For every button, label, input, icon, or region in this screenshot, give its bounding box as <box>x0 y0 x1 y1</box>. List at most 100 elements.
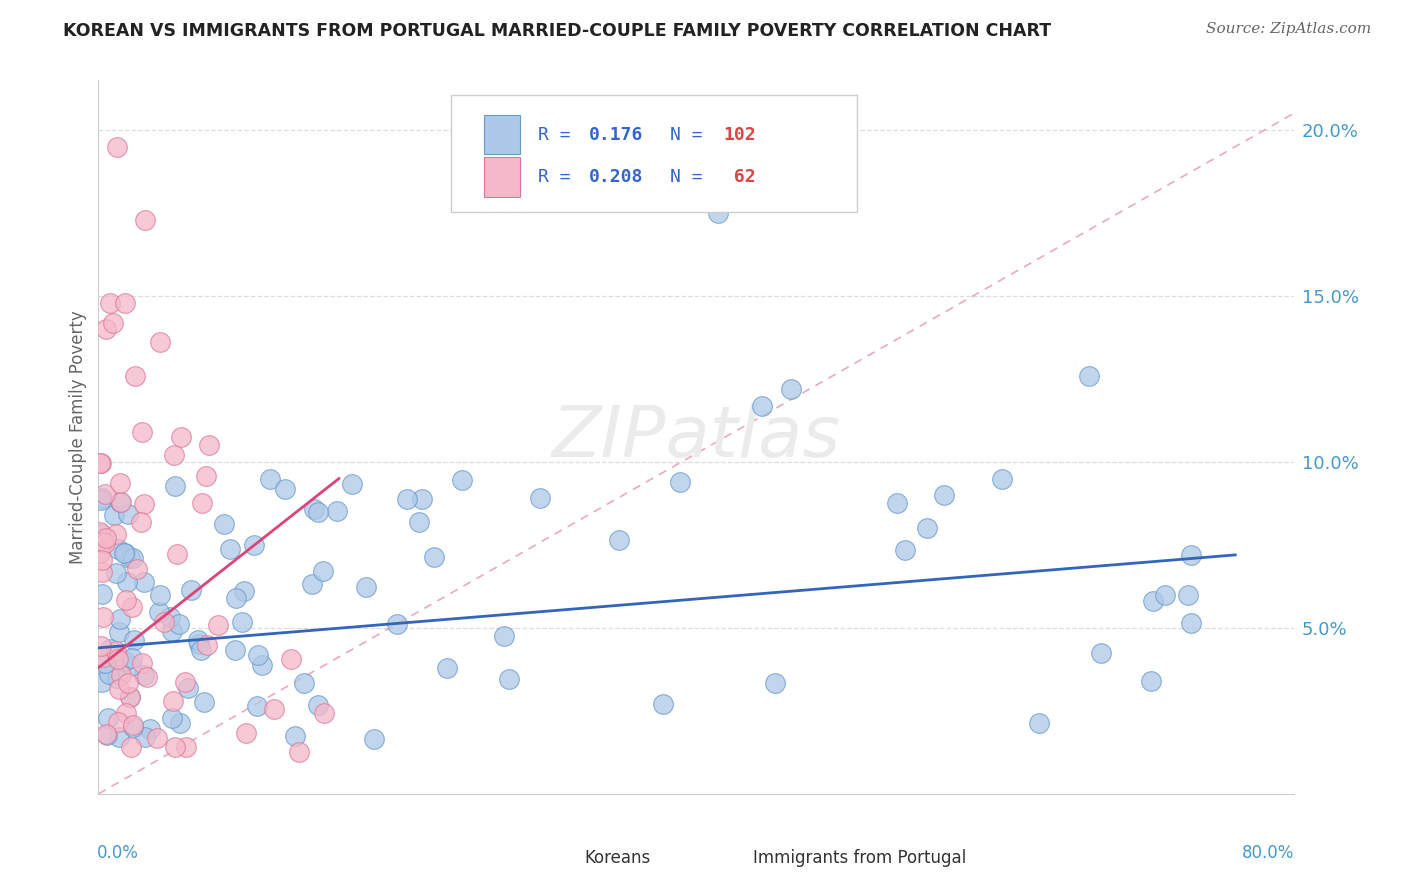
Point <box>94 531 117 545</box>
Point <box>93 650 115 665</box>
Point <box>107 652 129 666</box>
Point <box>160 624 183 638</box>
Point <box>108 495 131 509</box>
Point <box>98 641 121 656</box>
Point <box>287 745 309 759</box>
Point <box>166 547 188 561</box>
Point <box>180 582 202 597</box>
Point <box>149 335 172 350</box>
Point <box>498 672 520 686</box>
Point <box>114 654 136 668</box>
Point <box>363 731 385 746</box>
Point <box>89 525 111 540</box>
Point <box>121 717 143 731</box>
Point <box>160 711 183 725</box>
Text: Koreans: Koreans <box>585 849 651 867</box>
Point <box>1154 588 1177 602</box>
Point <box>98 667 121 681</box>
Point <box>114 593 136 607</box>
Point <box>751 399 773 413</box>
Point <box>1177 588 1199 602</box>
Bar <box>541 844 576 872</box>
Point <box>120 658 142 673</box>
Point <box>94 486 117 500</box>
Point <box>174 740 197 755</box>
Point <box>115 706 138 721</box>
Point <box>436 661 458 675</box>
Text: 62: 62 <box>724 169 756 186</box>
Point <box>120 551 142 566</box>
Point <box>134 668 156 682</box>
Point <box>311 564 333 578</box>
Text: ZIPatlas: ZIPatlas <box>551 402 841 472</box>
Point <box>90 527 112 541</box>
Point <box>886 496 908 510</box>
Point <box>163 479 186 493</box>
Point <box>163 448 186 462</box>
Point <box>91 610 114 624</box>
Point <box>247 648 270 662</box>
Point <box>136 670 159 684</box>
Point <box>124 368 146 383</box>
Point <box>90 492 112 507</box>
Point <box>115 574 138 589</box>
Point <box>104 526 127 541</box>
Point <box>395 491 418 506</box>
Point <box>165 739 187 754</box>
Point <box>243 538 266 552</box>
Point <box>98 295 121 310</box>
Point <box>312 706 335 721</box>
Point <box>232 583 254 598</box>
Point <box>105 139 128 153</box>
Point <box>121 720 143 734</box>
Point <box>1180 548 1202 562</box>
Point <box>107 681 129 696</box>
Text: 0.208: 0.208 <box>589 169 643 186</box>
Point <box>779 382 801 396</box>
Point <box>915 520 938 534</box>
Point <box>1028 715 1050 730</box>
Point <box>118 690 141 704</box>
Point <box>132 498 155 512</box>
Point <box>225 591 247 605</box>
Point <box>167 616 190 631</box>
Point <box>105 672 128 686</box>
Point <box>195 638 218 652</box>
FancyBboxPatch shape <box>451 95 858 212</box>
Point <box>129 515 152 529</box>
Point <box>187 633 209 648</box>
Point <box>108 475 131 490</box>
Point <box>117 676 139 690</box>
Point <box>207 618 229 632</box>
Point <box>91 674 114 689</box>
Point <box>103 508 125 523</box>
Point <box>121 550 143 565</box>
Point <box>131 425 153 440</box>
Point <box>191 496 214 510</box>
Point <box>1142 594 1164 608</box>
Point <box>134 730 156 744</box>
Bar <box>485 114 520 153</box>
Point <box>669 475 692 489</box>
Point <box>94 536 117 550</box>
Point <box>107 730 129 744</box>
Point <box>121 650 143 665</box>
Text: Immigrants from Portugal: Immigrants from Portugal <box>754 849 966 867</box>
Point <box>94 322 117 336</box>
Point <box>292 675 315 690</box>
Point <box>354 581 377 595</box>
Point <box>529 491 551 505</box>
Point <box>174 675 197 690</box>
Point <box>153 615 176 630</box>
Point <box>90 456 112 470</box>
Point <box>707 206 730 220</box>
Point <box>231 615 253 629</box>
Point <box>131 657 153 671</box>
Point <box>190 643 212 657</box>
Point <box>340 476 363 491</box>
Point <box>308 698 330 712</box>
Point <box>121 599 143 614</box>
Point <box>120 690 142 704</box>
Point <box>304 502 326 516</box>
Point <box>451 473 474 487</box>
